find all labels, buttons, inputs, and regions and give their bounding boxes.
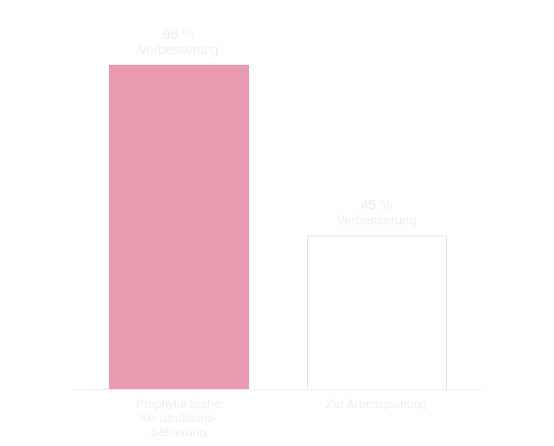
- bar-1: [109, 64, 249, 391]
- bars-layer: [109, 64, 447, 391]
- category-label-1-line-1: Prophylaktische: [136, 397, 221, 411]
- data-label-caption-1: Verbesserung: [138, 42, 218, 57]
- category-label-1-line-3: Steuerung: [151, 425, 206, 439]
- bar-2: [307, 235, 447, 390]
- data-label-value-2: 45 %: [361, 196, 393, 212]
- data-label-caption-2: Verbesserung: [336, 212, 416, 227]
- category-label-1-line-2: Konstruktions-: [140, 411, 217, 425]
- category-label-2-line-1: Zur Arbeitsplanung: [326, 397, 427, 411]
- data-label-value-1: 95 %: [163, 26, 195, 42]
